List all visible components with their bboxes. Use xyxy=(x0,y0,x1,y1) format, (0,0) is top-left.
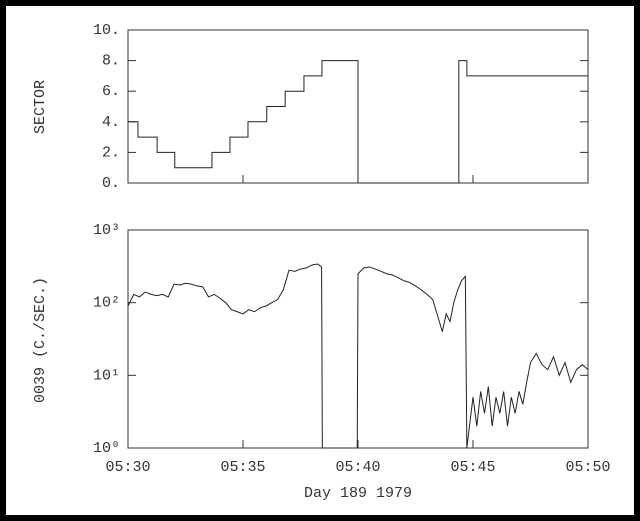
y-tick-label: 4. xyxy=(102,114,120,131)
y-tick-label: 10⁰ xyxy=(93,440,120,457)
x-tick-label: 05:40 xyxy=(335,459,380,476)
y-tick-label: 10³ xyxy=(93,222,120,239)
x-axis-label: Day 189 1979 xyxy=(304,485,412,502)
y-tick-label: 2. xyxy=(102,144,120,161)
data-line xyxy=(127,263,589,449)
data-line xyxy=(128,60,588,184)
y-tick-label: 10¹ xyxy=(93,367,120,384)
y-axis-label: 0039 (C./SEC.) xyxy=(32,277,49,403)
x-tick-label: 05:45 xyxy=(450,459,495,476)
y-tick-label: 0. xyxy=(102,175,120,192)
x-tick-label: 05:35 xyxy=(220,459,265,476)
y-tick-label: 10. xyxy=(93,22,120,39)
x-tick-label: 05:30 xyxy=(105,459,150,476)
y-tick-label: 10² xyxy=(93,295,120,312)
y-axis-label: SECTOR xyxy=(32,80,49,134)
y-tick-label: 8. xyxy=(102,53,120,70)
x-tick-label: 05:50 xyxy=(565,459,610,476)
y-tick-label: 6. xyxy=(102,83,120,100)
background xyxy=(6,6,634,515)
